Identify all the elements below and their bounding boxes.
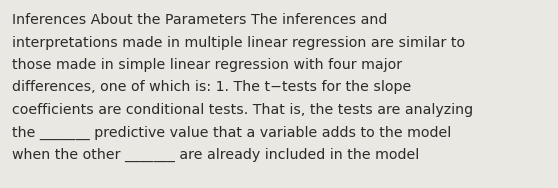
Text: the _______ predictive value that a variable adds to the model: the _______ predictive value that a vari… [12,126,451,140]
Text: those made in simple linear regression with four major: those made in simple linear regression w… [12,58,402,72]
Text: when the other _______ are already included in the model: when the other _______ are already inclu… [12,148,419,162]
Text: interpretations made in multiple linear regression are similar to: interpretations made in multiple linear … [12,36,465,49]
Text: differences, one of which is: 1. The t−tests for the slope: differences, one of which is: 1. The t−t… [12,80,411,95]
Text: coefficients are conditional tests. That is, the tests are analyzing: coefficients are conditional tests. That… [12,103,473,117]
Text: Inferences About the Parameters The inferences and: Inferences About the Parameters The infe… [12,13,387,27]
